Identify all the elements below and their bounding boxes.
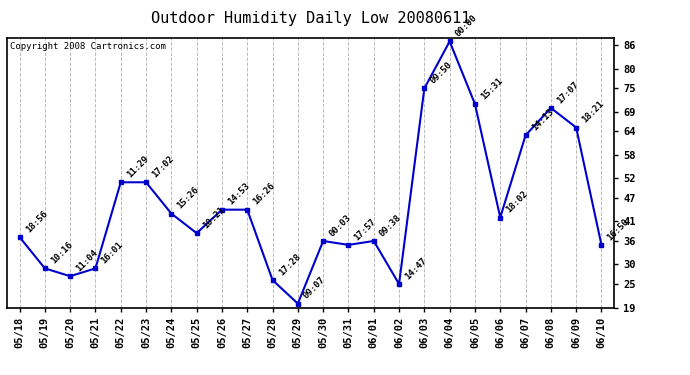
Text: 00:03: 00:03 [327, 213, 353, 238]
Text: 14:53: 14:53 [226, 182, 251, 207]
Text: 16:01: 16:01 [99, 240, 125, 266]
Text: Outdoor Humidity Daily Low 20080611: Outdoor Humidity Daily Low 20080611 [151, 11, 470, 26]
Text: 18:56: 18:56 [23, 209, 49, 234]
Text: 15:31: 15:31 [479, 76, 504, 101]
Text: 18:21: 18:21 [580, 99, 606, 125]
Text: 09:50: 09:50 [428, 60, 454, 86]
Text: 11:04: 11:04 [75, 248, 99, 273]
Text: 00:00: 00:00 [454, 13, 479, 39]
Text: 10:21: 10:21 [201, 205, 226, 230]
Text: 17:02: 17:02 [150, 154, 175, 180]
Text: 14:47: 14:47 [403, 256, 428, 281]
Text: 17:57: 17:57 [353, 217, 378, 242]
Text: 16:26: 16:26 [251, 182, 277, 207]
Text: 14:13: 14:13 [530, 107, 555, 132]
Text: 09:38: 09:38 [378, 213, 403, 238]
Text: 10:16: 10:16 [49, 240, 75, 266]
Text: 18:02: 18:02 [504, 189, 530, 215]
Text: 17:28: 17:28 [277, 252, 302, 278]
Text: 15:26: 15:26 [175, 186, 201, 211]
Text: 17:07: 17:07 [555, 80, 580, 105]
Text: 16:50: 16:50 [606, 217, 631, 242]
Text: 11:29: 11:29 [125, 154, 150, 180]
Text: 09:07: 09:07 [302, 276, 327, 301]
Text: Copyright 2008 Cartronics.com: Copyright 2008 Cartronics.com [10, 42, 166, 51]
